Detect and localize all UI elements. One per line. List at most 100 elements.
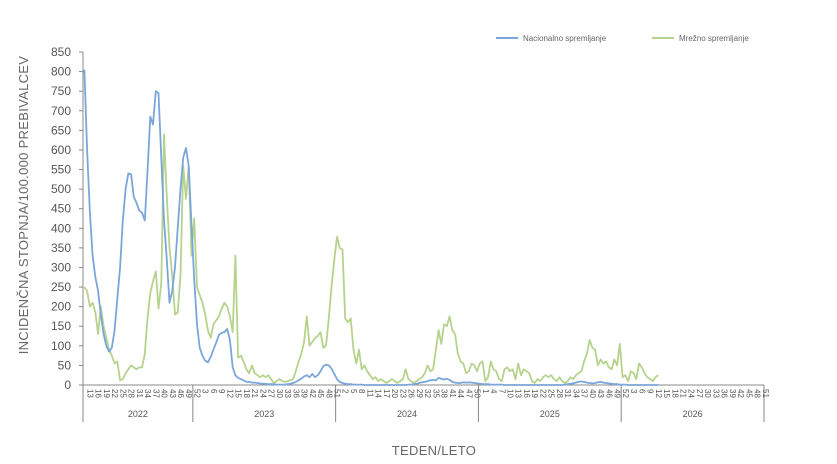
x-tick-label: 11 [365, 389, 374, 398]
x-tick-label: 52 [621, 389, 630, 398]
y-tick-label: 300 [51, 260, 71, 274]
year-label: 2023 [254, 409, 274, 419]
x-tick-label: 45 [316, 389, 325, 398]
x-tick-label: 36 [291, 389, 300, 398]
x-tick-label: 44 [456, 389, 465, 398]
x-tick-label: 22 [538, 389, 547, 398]
y-tick-label: 450 [51, 202, 71, 216]
x-tick-label: 25 [547, 389, 556, 398]
x-tick-label: 17 [382, 389, 391, 398]
x-tick-label: 23 [398, 389, 407, 398]
y-tick-label: 800 [51, 65, 71, 79]
series-layer [83, 69, 659, 386]
x-tick-label: 28 [555, 389, 564, 398]
x-tick-label: 3 [629, 389, 638, 394]
x-tick-label: 41 [448, 389, 457, 398]
x-tick-label: 51 [333, 389, 342, 398]
x-tick-label: 37 [151, 389, 160, 398]
x-tick-label: 30 [703, 389, 712, 398]
x-tick-label: 13 [514, 389, 523, 398]
x-tick-label: 33 [711, 389, 720, 398]
x-tick-label: 18 [670, 389, 679, 398]
series-line-network [83, 133, 659, 384]
x-tick-label: 3 [201, 389, 210, 394]
x-tick-label: 36 [720, 389, 729, 398]
x-tick-label: 43 [168, 389, 177, 398]
x-tick-label: 9 [646, 389, 655, 394]
y-tick-label: 550 [51, 163, 71, 177]
x-tick-label: 31 [135, 389, 144, 398]
x-tick-label: 15 [662, 389, 671, 398]
x-tick-label: 9 [217, 389, 226, 394]
x-tick-label: 27 [695, 389, 704, 398]
x-tick-label: 21 [250, 389, 259, 398]
legend-label: Mrežno spremljanje [679, 34, 749, 43]
x-tick-label: 21 [679, 389, 688, 398]
x-tick-label: 38 [440, 389, 449, 398]
y-tick-label: 700 [51, 104, 71, 118]
x-tick-label: 24 [258, 389, 267, 398]
x-tick-label: 46 [176, 389, 185, 398]
x-tick-label: 48 [753, 389, 762, 398]
x-tick-label: 26 [407, 389, 416, 398]
x-tick-label: 32 [423, 389, 432, 398]
x-tick-label: 15 [234, 389, 243, 398]
y-tick-label: 0 [64, 378, 71, 392]
y-tick-label: 600 [51, 143, 71, 157]
y-tick-label: 650 [51, 123, 71, 137]
x-tick-label: 19 [530, 389, 539, 398]
x-tick-label: 24 [687, 389, 696, 398]
x-tick-label: 43 [596, 389, 605, 398]
x-tick-label: 49 [184, 389, 193, 398]
y-axis-title: INCIDENČNA STOPNJA/100.000 PREBIVALCEV [16, 56, 31, 355]
x-tick-label: 37 [580, 389, 589, 398]
x-tick-label: 2 [341, 389, 350, 394]
x-tick-label: 13 [85, 389, 94, 398]
series-line-national [83, 69, 659, 386]
x-tick-label: 12 [654, 389, 663, 398]
y-axis: 0 50 100 150 200 250 300 350 400 450 500 550 600 650 7… [51, 45, 84, 392]
x-tick-label: 40 [160, 389, 169, 398]
y-tick-label: 850 [51, 45, 71, 59]
x-tick-label: 52 [192, 389, 201, 398]
y-tick-label: 350 [51, 241, 71, 255]
x-tick-label: 7 [497, 389, 506, 394]
x-tick-label: 39 [728, 389, 737, 398]
y-tick-label: 150 [51, 319, 71, 333]
y-tick-label: 750 [51, 84, 71, 98]
x-tick-label: 12 [225, 389, 234, 398]
y-tick-label: 100 [51, 339, 71, 353]
x-tick-label: 46 [604, 389, 613, 398]
legend-label: Nacionalno spremljanje [523, 34, 607, 43]
year-label: 2022 [128, 409, 148, 419]
year-label: 2024 [397, 409, 417, 419]
x-tick-label: 30 [275, 389, 284, 398]
x-tick-label: 25 [118, 389, 127, 398]
x-tick-label: 35 [431, 389, 440, 398]
legend: Nacionalno spremljanje Mrežno spremljanje [496, 34, 749, 43]
x-tick-label: 20 [390, 389, 399, 398]
x-tick-label: 6 [637, 389, 646, 394]
x-tick-label: 27 [267, 389, 276, 398]
x-tick-label: 49 [613, 389, 622, 398]
x-tick-label: 34 [571, 389, 580, 398]
x-tick-label: 28 [127, 389, 136, 398]
x-tick-label: 18 [242, 389, 251, 398]
x-tick-label: 39 [300, 389, 309, 398]
x-tick-label: 48 [324, 389, 333, 398]
year-label: 2025 [540, 409, 560, 419]
x-tick-label: 33 [283, 389, 292, 398]
x-tick-label: 14 [374, 389, 383, 398]
x-tick-label: 42 [736, 389, 745, 398]
x-tick-label: 6 [209, 389, 218, 394]
x-tick-label: 5 [349, 389, 358, 394]
x-tick-label: 34 [143, 389, 152, 398]
x-tick-label: 16 [94, 389, 103, 398]
x-tick-label: 40 [588, 389, 597, 398]
x-tick-label: 42 [308, 389, 317, 398]
x-tick-label: 16 [522, 389, 531, 398]
x-tick-label: 29 [415, 389, 424, 398]
year-label: 2026 [683, 409, 703, 419]
y-tick-label: 500 [51, 182, 71, 196]
